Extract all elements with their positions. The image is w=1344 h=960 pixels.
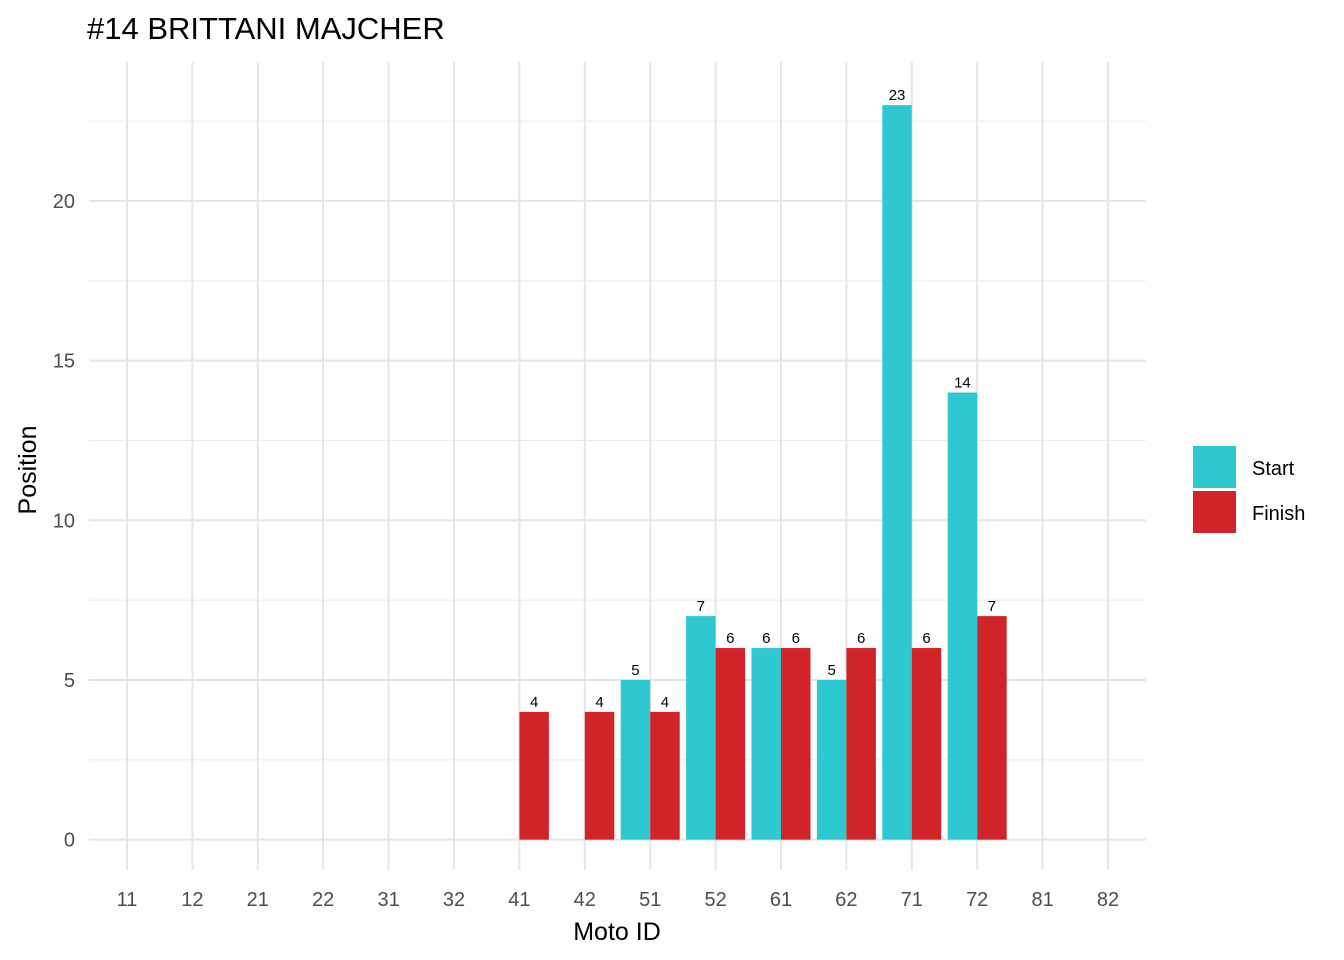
legend-label-start: Start xyxy=(1252,458,1295,480)
x-tick-label: 42 xyxy=(574,889,596,911)
x-tick-label: 81 xyxy=(1031,889,1053,911)
y-tick-label: 10 xyxy=(53,510,75,532)
bar-value-label: 7 xyxy=(988,598,996,615)
bar-value-label: 4 xyxy=(530,694,538,711)
bar-start-71 xyxy=(882,105,912,840)
bar-value-label: 5 xyxy=(631,662,639,679)
x-tick-label: 31 xyxy=(377,889,399,911)
bar-value-label: 14 xyxy=(954,375,971,392)
legend: Start Finish xyxy=(1193,446,1305,533)
x-tick-label: 62 xyxy=(835,889,857,911)
bar-finish-52 xyxy=(715,648,746,840)
x-tick-label: 32 xyxy=(443,889,465,911)
x-tick-label: 12 xyxy=(181,889,203,911)
x-tick-label: 72 xyxy=(966,889,988,911)
bar-value-label: 4 xyxy=(595,694,603,711)
x-axis-ticks: 11 12 21 22 31 32 41 42 51 52 61 62 71 72 81 82 xyxy=(117,889,1120,911)
y-axis-title: Position xyxy=(14,426,42,515)
bar-finish-71 xyxy=(911,648,942,840)
x-tick-label: 41 xyxy=(508,889,530,911)
bar-value-label: 5 xyxy=(827,662,835,679)
bar-finish-41 xyxy=(519,711,549,840)
legend-swatch-start xyxy=(1193,446,1236,488)
x-tick-label: 52 xyxy=(704,889,726,911)
bar-value-label: 6 xyxy=(792,630,800,647)
bar-start-52 xyxy=(686,616,716,840)
x-tick-label: 51 xyxy=(639,889,661,911)
bar-value-label: 7 xyxy=(697,598,705,615)
bar-start-72 xyxy=(947,392,978,840)
x-tick-label: 22 xyxy=(312,889,334,911)
x-axis-title: Moto ID xyxy=(573,918,661,946)
bar-finish-61 xyxy=(781,648,811,840)
bar-finish-42 xyxy=(584,711,615,840)
chart-title: #14 BRITTANI MAJCHER xyxy=(87,11,445,46)
y-tick-label: 5 xyxy=(64,670,75,692)
y-tick-label: 20 xyxy=(53,191,75,213)
bar-start-51 xyxy=(620,679,651,840)
bar-start-61 xyxy=(751,648,781,840)
bar-value-label: 4 xyxy=(661,694,669,711)
y-tick-label: 15 xyxy=(53,351,75,373)
bar-finish-62 xyxy=(846,648,876,840)
y-axis-ticks: 0 5 10 15 20 xyxy=(53,191,75,852)
y-tick-label: 0 xyxy=(64,830,75,852)
bar-value-label: 6 xyxy=(762,630,770,647)
bar-finish-72 xyxy=(977,616,1007,840)
bars xyxy=(519,105,1007,840)
bar-labels: 5 7 6 5 23 14 4 4 4 6 6 6 6 7 xyxy=(530,87,996,711)
x-tick-label: 61 xyxy=(770,889,792,911)
bar-value-label: 6 xyxy=(857,630,865,647)
bar-finish-51 xyxy=(650,711,680,840)
bar-value-label: 6 xyxy=(922,630,930,647)
bar-value-label: 6 xyxy=(726,630,734,647)
bar-value-label: 23 xyxy=(889,87,906,104)
x-tick-label: 11 xyxy=(117,889,138,911)
legend-swatch-finish xyxy=(1193,491,1236,533)
x-tick-label: 71 xyxy=(901,889,923,911)
bar-start-62 xyxy=(816,679,847,840)
legend-label-finish: Finish xyxy=(1252,503,1305,525)
x-tick-label: 21 xyxy=(247,889,269,911)
x-tick-label: 82 xyxy=(1097,889,1119,911)
